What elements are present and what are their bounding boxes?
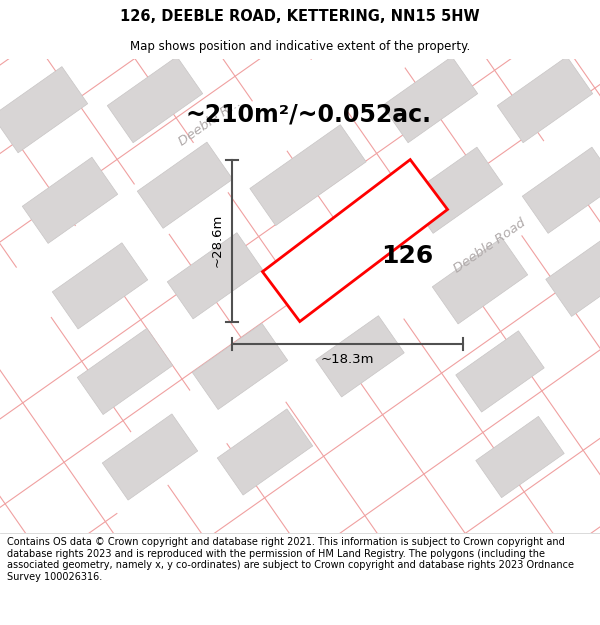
Text: Map shows position and indicative extent of the property.: Map shows position and indicative extent… <box>130 40 470 52</box>
Polygon shape <box>546 235 600 316</box>
Polygon shape <box>407 147 503 233</box>
Polygon shape <box>102 414 198 500</box>
Polygon shape <box>522 147 600 233</box>
Polygon shape <box>316 316 404 397</box>
Polygon shape <box>22 158 118 243</box>
Text: 126, DEEBLE ROAD, KETTERING, NN15 5HW: 126, DEEBLE ROAD, KETTERING, NN15 5HW <box>120 9 480 24</box>
Polygon shape <box>287 222 383 309</box>
Polygon shape <box>456 331 544 412</box>
Text: ~28.6m: ~28.6m <box>211 214 224 268</box>
Polygon shape <box>52 242 148 329</box>
Polygon shape <box>77 328 173 414</box>
Text: Contains OS data © Crown copyright and database right 2021. This information is : Contains OS data © Crown copyright and d… <box>7 537 574 582</box>
Polygon shape <box>0 0 595 396</box>
Polygon shape <box>137 142 233 228</box>
Polygon shape <box>250 124 366 226</box>
Polygon shape <box>0 67 88 152</box>
Polygon shape <box>497 56 593 142</box>
Polygon shape <box>382 56 478 142</box>
Polygon shape <box>432 238 528 324</box>
Polygon shape <box>84 3 600 518</box>
Polygon shape <box>107 56 203 142</box>
Text: Deeble Road: Deeble Road <box>452 216 529 275</box>
Text: ~210m²/~0.052ac.: ~210m²/~0.052ac. <box>185 102 431 127</box>
Text: ~18.3m: ~18.3m <box>321 353 374 366</box>
Polygon shape <box>192 323 288 409</box>
Text: Deeble R...: Deeble R... <box>176 96 244 148</box>
Polygon shape <box>167 232 263 319</box>
Polygon shape <box>476 416 564 498</box>
Text: 126: 126 <box>381 244 433 268</box>
Polygon shape <box>262 159 448 321</box>
Polygon shape <box>217 409 313 495</box>
